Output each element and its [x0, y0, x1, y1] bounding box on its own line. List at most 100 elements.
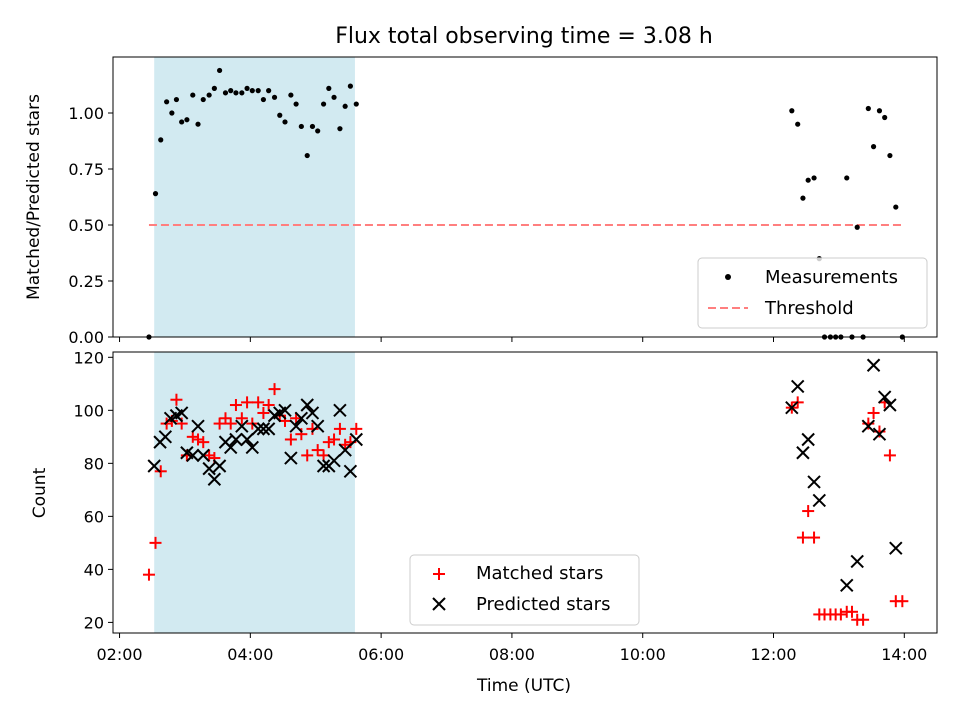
measurements-point [315, 128, 321, 134]
predicted-point [224, 440, 238, 455]
top-y-tick-label: 0.25 [68, 272, 104, 291]
predicted-point [343, 464, 358, 478]
matched-point [857, 613, 870, 626]
matched-point [796, 531, 809, 544]
measurements-point [347, 83, 353, 89]
matched-point [219, 412, 232, 425]
matched-point [883, 449, 896, 462]
matched-point [268, 383, 281, 396]
measurements-point [206, 92, 212, 98]
top-y-tick-label: 0.00 [68, 328, 104, 347]
predicted-point [785, 400, 799, 415]
predicted-point [872, 427, 887, 441]
bot-shaded-interval [154, 352, 355, 633]
predicted-point [866, 358, 881, 372]
measurements-point [293, 101, 299, 107]
predicted-point [889, 541, 903, 555]
predicted-point [186, 448, 200, 463]
predicted-point [256, 422, 271, 436]
predicted-point [212, 459, 227, 473]
predicted-point [240, 432, 254, 447]
matched-point [808, 531, 821, 544]
matched-point [306, 422, 319, 435]
top-plot-frame [112, 56, 938, 338]
measurements-point [298, 123, 304, 130]
matched-point [333, 422, 346, 435]
bot-y-tick-label: 20 [84, 613, 104, 632]
measurements-point [805, 177, 811, 183]
x-tick-label: 10:00 [620, 645, 666, 664]
matched-point [867, 406, 880, 419]
predicted-point [796, 446, 810, 460]
matched-point [322, 436, 335, 449]
top-legend: Measurements Threshold [697, 257, 928, 329]
predicted-point [305, 406, 320, 420]
bottom-y-axis-label: Count [30, 467, 50, 518]
legend-measurements-label: Measurements [765, 267, 898, 288]
measurements-point [876, 108, 883, 114]
measurements-point [260, 96, 267, 103]
matched-point [262, 399, 275, 412]
measurements-point [173, 96, 180, 103]
bot-y-tick-label: 100 [73, 401, 104, 420]
matched-point [241, 396, 254, 409]
predicted-point [316, 459, 331, 473]
measurements-point [353, 101, 359, 107]
top-y-tick-label: 0.50 [68, 216, 104, 235]
measurements-point [179, 119, 185, 125]
top-shaded-interval [154, 57, 355, 337]
top-y-tick-label: 0.75 [68, 160, 104, 179]
matched-point [834, 608, 847, 621]
predicted-point [812, 493, 826, 508]
measurements-point [789, 108, 795, 114]
measurements-point [887, 152, 893, 159]
x-tick-label: 14:00 [881, 645, 927, 664]
measurements-point [239, 90, 245, 96]
predicted-point [883, 398, 897, 412]
predicted-point [333, 403, 347, 418]
matched-point [224, 417, 237, 430]
bot-y-tick-label: 80 [84, 454, 104, 473]
legend-matched-label: Matched stars [476, 563, 603, 584]
predicted-point [251, 422, 265, 436]
bottom-legend-box [409, 554, 640, 626]
predicted-point [196, 448, 210, 463]
predicted-point [850, 554, 864, 569]
top-y-tick-label: 1.00 [68, 104, 104, 123]
matched-point [170, 393, 183, 406]
measurements-point [222, 90, 229, 96]
predicted-point [207, 472, 222, 486]
matched-point [257, 406, 270, 419]
predicted-point [202, 461, 216, 476]
measurements-point [282, 119, 288, 125]
matched-point [229, 399, 242, 412]
measurements-point [233, 90, 239, 96]
measurements-point [288, 92, 294, 98]
predicted-point [877, 390, 892, 404]
figure-title: Flux total observing time = 3.08 h [335, 24, 713, 49]
measurements-point [249, 88, 255, 94]
legend-predicted-marker [432, 597, 446, 611]
x-tick-label: 08:00 [489, 645, 535, 664]
x-tick-label: 02:00 [96, 645, 142, 664]
measurements-point [337, 126, 343, 132]
top-legend-box [697, 257, 928, 329]
top-y-axis-label: Matched/Predicted stars [24, 94, 44, 300]
predicted-point [174, 406, 189, 420]
predicted-point [147, 459, 161, 473]
matched-point [235, 412, 248, 425]
measurements-point [811, 175, 817, 181]
x-tick-label: 04:00 [227, 645, 273, 664]
x-tick-label: 12:00 [750, 645, 796, 664]
measurements-point [309, 123, 316, 130]
bottom-plot-frame [112, 351, 938, 634]
measurements-point [169, 110, 175, 116]
predicted-point [191, 419, 205, 433]
bot-y-tick-label: 120 [73, 348, 104, 367]
measurements-point [320, 101, 327, 107]
predicted-point [840, 578, 854, 592]
measurements-point [277, 112, 283, 118]
bot-y-tick-label: 60 [84, 507, 104, 526]
matched-point [350, 422, 363, 435]
